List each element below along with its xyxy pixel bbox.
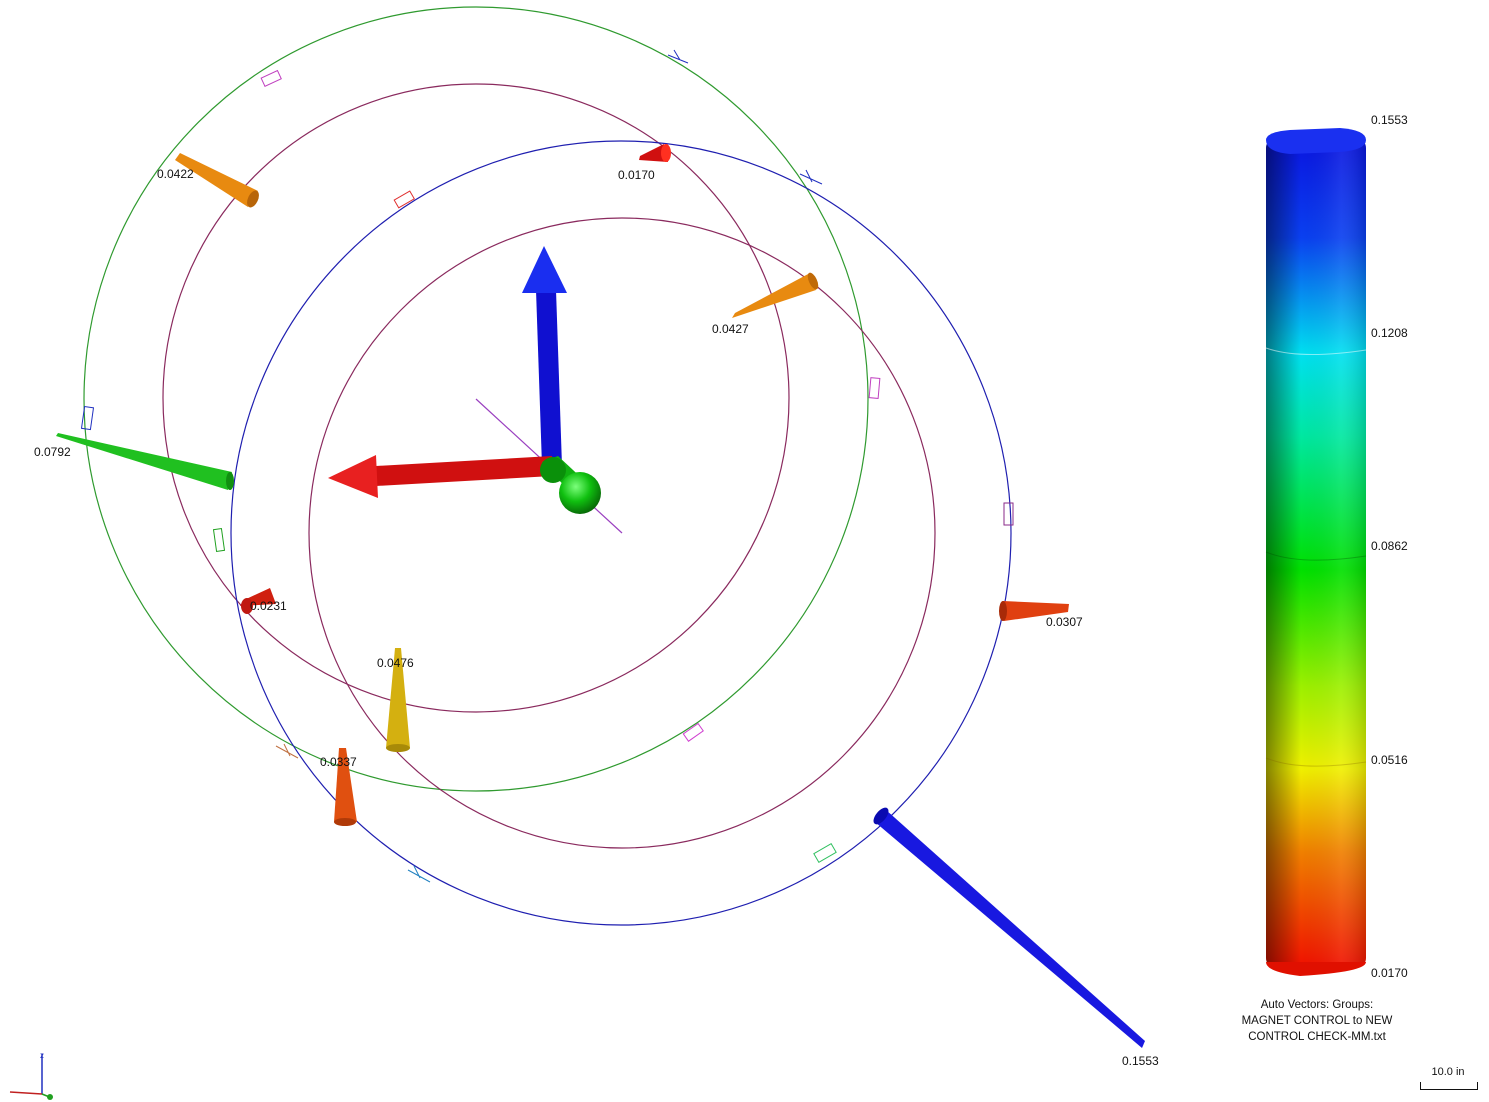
- vector-cone-base: [226, 472, 234, 490]
- scale-bar: 10.0 in: [1418, 1066, 1478, 1092]
- axis-origin: [540, 457, 566, 483]
- legend-tick-label: 0.0862: [1371, 539, 1408, 553]
- vector-label: 0.1553: [1122, 1054, 1159, 1068]
- vector-cone: [386, 648, 410, 748]
- color-legend: 0.1553 0.1208 0.0862 0.0516 0.0170: [1265, 113, 1408, 980]
- legend-band-line: [1265, 757, 1367, 767]
- vector-cone-base: [334, 818, 356, 826]
- axis-x-head: [328, 455, 378, 498]
- vector-label: 0.0422: [157, 167, 194, 181]
- marker: [393, 190, 415, 209]
- vector-cone: [1001, 601, 1069, 621]
- vector-cone-base: [247, 190, 259, 208]
- vector-label: 0.0170: [618, 168, 655, 182]
- orientation-triad-icon[interactable]: z: [9, 1051, 53, 1100]
- marker: [80, 405, 95, 431]
- vector-cone-base: [661, 144, 671, 162]
- marker: [799, 169, 823, 185]
- caption-line: CONTROL CHECK-MM.txt: [1248, 1031, 1386, 1043]
- svg-text:z: z: [40, 1051, 44, 1060]
- caption-line: MAGNET CONTROL to NEW: [1241, 1015, 1393, 1027]
- axis-x-shaft: [376, 456, 552, 486]
- scale-bar-line: [1420, 1082, 1478, 1090]
- point-markers: [80, 49, 1014, 883]
- vector-labels: 0.0422 0.0170 0.0427 0.0792 0.0231 0.047…: [34, 167, 1159, 1068]
- vector-cone: [334, 748, 357, 822]
- legend-bar-top: [1266, 128, 1366, 154]
- vector-cone-base: [873, 807, 889, 825]
- legend-band-line: [1265, 551, 1367, 561]
- vector-label: 0.0427: [712, 322, 749, 336]
- caption-line: Auto Vectors: Groups:: [1260, 999, 1374, 1011]
- legend-bar-bottom: [1266, 962, 1366, 976]
- vector-cone-base: [386, 744, 410, 752]
- axis-y-head: [522, 246, 567, 293]
- vector-cone: [732, 273, 816, 318]
- deviation-vectors: [56, 144, 1145, 1048]
- coordinate-triad: [328, 246, 601, 514]
- marker: [868, 377, 881, 399]
- legend-tick-label: 0.0170: [1371, 966, 1408, 980]
- vector-cone-base: [241, 598, 253, 614]
- legend-band-line: [1265, 347, 1367, 356]
- vector-cone: [56, 433, 232, 490]
- marker: [667, 49, 689, 64]
- vector-cone-base: [999, 601, 1007, 621]
- vector-cone: [875, 810, 1145, 1048]
- legend-tick-label: 0.1208: [1371, 326, 1408, 340]
- vector-cone: [175, 153, 258, 207]
- legend-tick-label: 0.1553: [1371, 113, 1408, 127]
- marker: [1003, 502, 1014, 526]
- marker: [813, 842, 837, 864]
- marker: [260, 69, 282, 87]
- legend-bar-shading: [1266, 138, 1366, 968]
- middle-purple-circle: [162, 83, 790, 713]
- axis-z-sphere: [559, 472, 601, 514]
- vector-cone: [639, 144, 668, 162]
- vector-label: 0.0792: [34, 445, 71, 459]
- orbit-circles: [83, 6, 1012, 926]
- marker: [682, 722, 704, 742]
- legend-caption: Auto Vectors: Groups: MAGNET CONTROL to …: [1212, 997, 1422, 1045]
- vector-label: 0.0476: [377, 656, 414, 670]
- marker: [275, 743, 299, 759]
- vector-label: 0.0231: [250, 599, 287, 613]
- outer-green-circle: [83, 6, 869, 792]
- inner-purple-circle: [308, 217, 936, 849]
- vector-label: 0.0337: [320, 755, 357, 769]
- marker: [212, 527, 226, 553]
- blue-circle: [230, 140, 1012, 926]
- legend-tick-label: 0.0516: [1371, 753, 1408, 767]
- marker: [407, 865, 431, 883]
- vector-label: 0.0307: [1046, 615, 1083, 629]
- axis-y-shaft: [536, 290, 562, 466]
- vector-cone-base: [807, 272, 819, 290]
- scale-bar-label: 10.0 in: [1431, 1066, 1465, 1078]
